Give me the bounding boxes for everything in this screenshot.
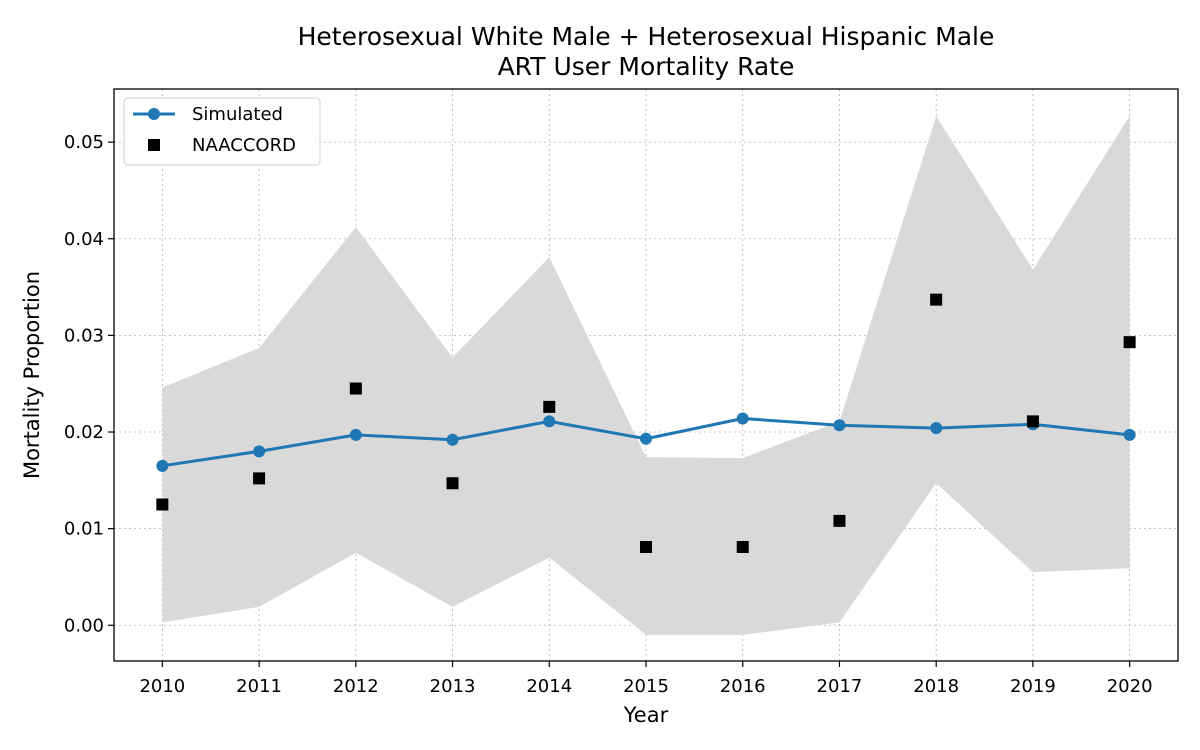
y-tick-label: 0.05 — [64, 132, 104, 153]
simulated-point — [833, 419, 846, 432]
x-tick-label: 2017 — [817, 676, 863, 697]
y-axis-label: Mortality Proportion — [20, 271, 44, 479]
legend: Simulated NAACCORD — [123, 97, 321, 166]
x-axis-label: Year — [623, 703, 669, 727]
simulated-point — [640, 432, 652, 445]
naaccord-point — [543, 400, 556, 413]
naaccord-point — [1123, 336, 1136, 349]
x-tick-label: 2015 — [623, 676, 669, 697]
simulated-point — [1123, 428, 1136, 441]
naaccord-point — [446, 477, 459, 490]
ticks-layer: 2010 2011 2012 2013 2014 2015 2016 2017 2018 2019… — [64, 132, 1153, 697]
legend-simulated-marker — [148, 108, 160, 120]
chart-title-line-1: Heterosexual White Male + Heterosexual H… — [298, 22, 995, 51]
x-tick-label: 2012 — [333, 676, 379, 697]
x-tick-label: 2018 — [913, 676, 959, 697]
simulated-point — [446, 433, 459, 446]
simulated-confidence-band — [162, 116, 1130, 635]
x-tick-label: 2013 — [430, 676, 476, 697]
naaccord-point — [156, 498, 169, 511]
legend-naaccord-marker — [148, 139, 160, 151]
chart-title-line-2: ART User Mortality Rate — [498, 52, 795, 81]
confidence-band-layer — [162, 116, 1130, 635]
simulated-point — [543, 415, 556, 428]
legend-naaccord-label: NAACCORD — [192, 135, 296, 156]
simulated-point — [253, 445, 266, 458]
simulated-point — [349, 428, 362, 441]
legend-simulated-label: Simulated — [192, 104, 283, 125]
y-tick-label: 0.03 — [64, 325, 104, 346]
y-tick-label: 0.04 — [64, 229, 104, 250]
simulated-point — [156, 459, 169, 472]
naaccord-point — [349, 382, 362, 395]
series-layer — [156, 293, 1136, 553]
y-tick-label: 0.01 — [64, 519, 104, 540]
x-tick-label: 2014 — [526, 676, 572, 697]
y-tick-label: 0.02 — [64, 422, 104, 443]
x-tick-label: 2016 — [720, 676, 766, 697]
naaccord-point — [640, 540, 652, 553]
naaccord-point — [1026, 415, 1039, 428]
x-tick-label: 2019 — [1010, 676, 1056, 697]
x-tick-label: 2011 — [236, 676, 282, 697]
simulated-point — [930, 422, 943, 435]
simulated-point — [736, 412, 749, 425]
naaccord-point — [930, 293, 943, 306]
y-tick-label: 0.00 — [64, 615, 104, 636]
naaccord-point — [253, 472, 266, 485]
x-tick-label: 2020 — [1107, 676, 1153, 697]
x-tick-label: 2010 — [139, 676, 185, 697]
naaccord-point — [833, 514, 846, 527]
naaccord-point — [736, 540, 749, 553]
